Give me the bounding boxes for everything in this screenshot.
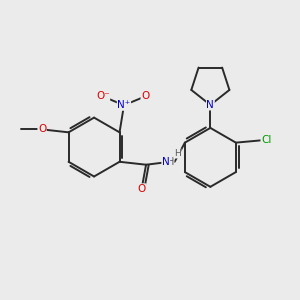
Text: O⁻: O⁻: [96, 92, 110, 101]
Text: N: N: [162, 157, 170, 167]
Text: O: O: [38, 124, 46, 134]
Text: N: N: [206, 100, 214, 110]
Text: N⁺: N⁺: [117, 100, 130, 110]
Text: O: O: [137, 184, 146, 194]
Text: H: H: [174, 149, 181, 158]
Text: O: O: [141, 92, 149, 101]
Text: H: H: [167, 157, 174, 167]
Text: Cl: Cl: [261, 135, 272, 145]
